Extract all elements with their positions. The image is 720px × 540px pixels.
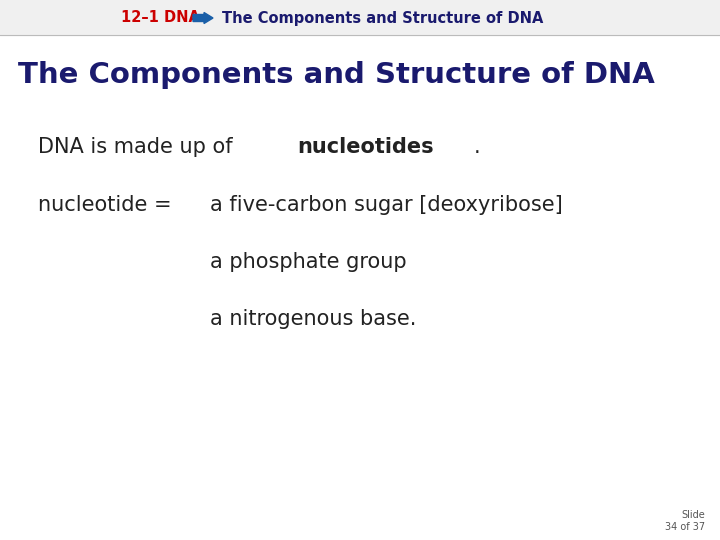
Text: The Components and Structure of DNA: The Components and Structure of DNA xyxy=(222,10,544,25)
FancyArrow shape xyxy=(193,12,213,24)
Text: a nitrogenous base.: a nitrogenous base. xyxy=(210,309,416,329)
Text: a five-carbon sugar [deoxyribose]: a five-carbon sugar [deoxyribose] xyxy=(210,195,563,215)
Text: .: . xyxy=(474,137,480,157)
Text: DNA is made up of: DNA is made up of xyxy=(38,137,239,157)
Text: The Components and Structure of DNA: The Components and Structure of DNA xyxy=(18,61,654,89)
Text: a phosphate group: a phosphate group xyxy=(210,252,407,272)
Text: nucleotides: nucleotides xyxy=(297,137,434,157)
Text: 12–1 DNA: 12–1 DNA xyxy=(120,10,199,25)
Bar xyxy=(0,0,720,35)
Text: nucleotide =: nucleotide = xyxy=(38,195,171,215)
Text: Slide
34 of 37: Slide 34 of 37 xyxy=(665,510,705,532)
